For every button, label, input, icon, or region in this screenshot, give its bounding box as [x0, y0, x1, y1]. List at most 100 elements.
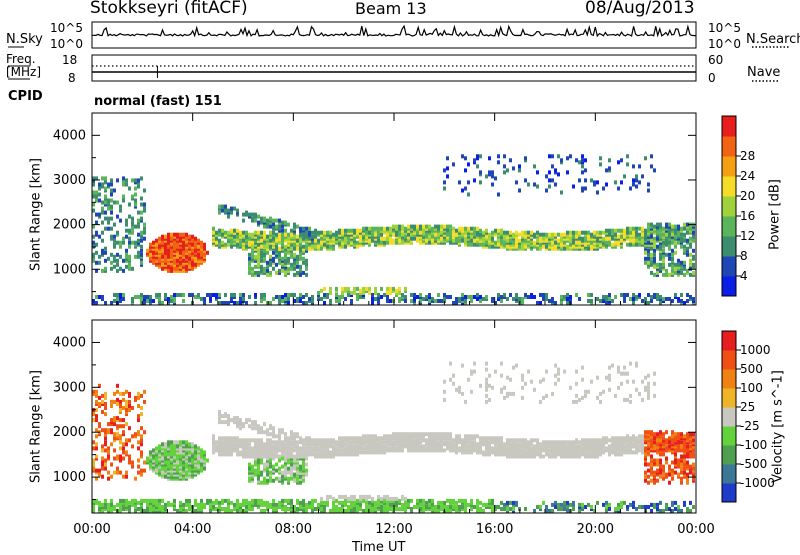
data-cell — [461, 154, 464, 158]
data-cell — [128, 392, 131, 396]
data-cell — [524, 382, 527, 386]
data-cell — [101, 239, 104, 243]
data-cell — [545, 174, 548, 178]
data-cell — [128, 501, 131, 505]
data-cell — [305, 273, 308, 277]
data-cell — [566, 509, 569, 513]
data-cell — [266, 438, 269, 442]
data-cell — [443, 390, 446, 394]
data-cell — [242, 213, 245, 217]
data-cell — [569, 452, 572, 456]
data-cell — [269, 503, 272, 507]
data-cell — [128, 455, 131, 459]
data-cell — [515, 243, 518, 247]
data-cell — [290, 247, 293, 251]
data-cell — [590, 299, 593, 303]
data-cell — [374, 287, 377, 291]
data-cell — [113, 265, 116, 269]
data-cell — [233, 420, 236, 424]
data-cell — [119, 408, 122, 412]
data-cell — [572, 231, 575, 235]
data-cell — [278, 237, 281, 241]
data-cell — [260, 265, 263, 269]
data-cell — [578, 503, 581, 507]
data-cell — [242, 297, 245, 301]
data-cell — [128, 263, 131, 267]
data-cell — [308, 247, 311, 251]
data-cell — [128, 404, 131, 408]
data-cell — [467, 434, 470, 438]
data-cell — [140, 434, 143, 438]
data-cell — [557, 368, 560, 372]
data-cell — [629, 231, 632, 235]
data-cell — [542, 233, 545, 237]
data-cell — [200, 241, 203, 245]
data-cell — [218, 239, 221, 243]
data-cell — [683, 245, 686, 249]
data-cell — [419, 499, 422, 503]
data-cell — [104, 412, 107, 416]
data-cell — [275, 463, 278, 467]
data-cell — [485, 362, 488, 366]
data-cell — [344, 229, 347, 233]
data-cell — [533, 509, 536, 513]
data-cell — [536, 505, 539, 509]
data-cell — [185, 499, 188, 503]
data-cell — [518, 239, 521, 243]
data-cell — [119, 499, 122, 503]
data-cell — [668, 297, 671, 301]
data-cell — [182, 233, 185, 237]
data-cell — [395, 432, 398, 436]
data-cell — [266, 243, 269, 247]
data-cell — [452, 162, 455, 166]
data-cell — [575, 438, 578, 442]
data-cell — [323, 287, 326, 291]
data-cell — [584, 231, 587, 235]
data-cell — [680, 227, 683, 231]
data-cell — [377, 231, 380, 235]
data-cell — [221, 414, 224, 418]
data-cell — [356, 293, 359, 297]
data-cell — [251, 499, 254, 503]
data-cell — [110, 205, 113, 209]
data-cell — [575, 394, 578, 398]
data-cell — [293, 273, 296, 277]
data-cell — [653, 273, 656, 277]
data-cell — [110, 189, 113, 193]
data-cell — [236, 229, 239, 233]
data-cell — [224, 211, 227, 215]
data-cell — [110, 253, 113, 257]
data-cell — [686, 247, 689, 251]
data-cell — [467, 503, 470, 507]
data-cell — [179, 233, 182, 237]
data-cell — [665, 223, 668, 227]
data-cell — [398, 225, 401, 229]
data-cell — [158, 503, 161, 507]
data-cell — [245, 301, 248, 305]
data-cell — [560, 158, 563, 162]
data-cell — [275, 295, 278, 299]
data-cell — [143, 231, 146, 235]
data-cell — [263, 249, 266, 253]
data-cell — [626, 227, 629, 231]
data-cell — [458, 434, 461, 438]
data-cell — [281, 428, 284, 432]
data-cell — [335, 287, 338, 291]
data-cell — [521, 374, 524, 378]
data-cell — [227, 209, 230, 213]
data-cell — [299, 293, 302, 297]
data-cell — [137, 255, 140, 259]
data-cell — [581, 446, 584, 450]
data-cell — [134, 199, 137, 203]
data-cell — [635, 295, 638, 299]
data-cell — [119, 241, 122, 245]
data-cell — [614, 180, 617, 184]
data-cell — [107, 428, 110, 432]
data-cell — [224, 301, 227, 305]
data-cell — [308, 297, 311, 301]
data-cell — [194, 295, 197, 299]
data-cell — [254, 265, 257, 269]
data-cell — [212, 450, 215, 454]
data-cell — [476, 505, 479, 509]
data-cell — [284, 459, 287, 463]
